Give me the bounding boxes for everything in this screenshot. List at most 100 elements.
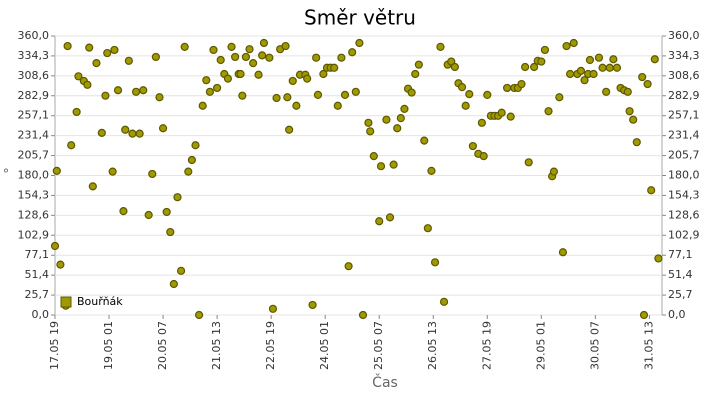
point xyxy=(369,152,378,161)
point xyxy=(223,74,233,83)
point xyxy=(436,42,445,51)
point xyxy=(625,107,634,116)
point xyxy=(479,152,488,161)
point xyxy=(537,57,546,66)
point xyxy=(521,62,530,72)
point xyxy=(375,217,384,226)
point xyxy=(180,42,189,51)
y-tick-label: 257,1 xyxy=(18,109,50,122)
point xyxy=(135,129,144,138)
point xyxy=(558,248,568,257)
x-axis-label: Čas xyxy=(372,373,398,391)
x-tick-label: 21.05 13 xyxy=(210,321,223,370)
point xyxy=(585,55,595,65)
y-tick-label: 51,4 xyxy=(25,268,50,281)
point xyxy=(245,45,254,54)
point xyxy=(67,141,76,150)
point xyxy=(348,48,357,57)
point xyxy=(131,87,141,96)
point xyxy=(258,51,267,60)
point xyxy=(108,167,117,176)
point xyxy=(85,43,94,52)
y-tick-label: 308,6 xyxy=(18,69,50,82)
point xyxy=(292,101,301,110)
point xyxy=(594,53,604,62)
point xyxy=(602,87,611,96)
point xyxy=(238,91,247,100)
point xyxy=(544,107,553,116)
point xyxy=(272,93,281,103)
point xyxy=(151,52,160,62)
point xyxy=(285,125,294,134)
point xyxy=(598,63,607,72)
y-tick-label: 205,7 xyxy=(18,149,50,162)
point xyxy=(303,74,312,83)
point xyxy=(609,55,618,64)
point xyxy=(166,227,175,237)
y-tick-label: 102,9 xyxy=(18,228,50,241)
point xyxy=(420,136,429,145)
point xyxy=(173,193,182,202)
point xyxy=(468,141,477,151)
point xyxy=(288,76,297,86)
point xyxy=(72,107,81,117)
point xyxy=(194,310,204,320)
point xyxy=(113,86,123,95)
point xyxy=(530,62,539,72)
point xyxy=(457,83,467,92)
point xyxy=(483,90,492,100)
point xyxy=(92,59,101,68)
point xyxy=(344,262,353,271)
point xyxy=(124,56,133,65)
point xyxy=(213,83,222,93)
point xyxy=(74,72,83,81)
point xyxy=(612,63,622,72)
point xyxy=(393,124,402,133)
point xyxy=(340,90,350,100)
legend-label: Bouřňák xyxy=(77,295,123,308)
point xyxy=(555,93,564,102)
point xyxy=(313,90,323,100)
point xyxy=(205,87,215,96)
point xyxy=(502,83,512,93)
chart-title: Směr větru xyxy=(304,6,416,30)
point xyxy=(589,69,598,79)
point xyxy=(430,258,440,267)
point xyxy=(110,45,119,55)
y2-tick-label: 257,1 xyxy=(668,109,700,122)
point xyxy=(330,63,339,72)
point xyxy=(638,72,647,82)
point xyxy=(176,266,186,275)
point xyxy=(439,297,449,306)
point xyxy=(191,141,200,150)
legend-swatch xyxy=(60,296,72,308)
point xyxy=(121,125,130,134)
y2-tick-label: 282,9 xyxy=(668,89,700,102)
point xyxy=(566,69,575,79)
x-tick-label: 26.05 13 xyxy=(426,321,439,370)
point xyxy=(517,79,526,89)
point xyxy=(52,166,61,175)
point xyxy=(407,88,416,97)
y-tick-label: 0,0 xyxy=(32,308,50,321)
point xyxy=(632,138,641,147)
y2-tick-label: 180,0 xyxy=(668,169,700,182)
point xyxy=(187,155,196,165)
point xyxy=(83,80,92,89)
point xyxy=(654,254,663,263)
point xyxy=(162,207,171,217)
point xyxy=(355,38,364,48)
point xyxy=(427,166,436,175)
point xyxy=(198,101,207,110)
x-tick-label: 24.05 01 xyxy=(318,321,331,370)
point xyxy=(268,304,278,313)
point xyxy=(389,160,398,169)
point xyxy=(465,90,474,99)
y2-tick-label: 77,1 xyxy=(668,248,693,261)
point xyxy=(364,118,373,127)
point xyxy=(358,310,368,320)
point xyxy=(411,69,420,79)
point xyxy=(101,91,110,100)
y2-tick-label: 51,4 xyxy=(668,268,693,281)
x-tick-label: 22.05 19 xyxy=(264,321,277,370)
